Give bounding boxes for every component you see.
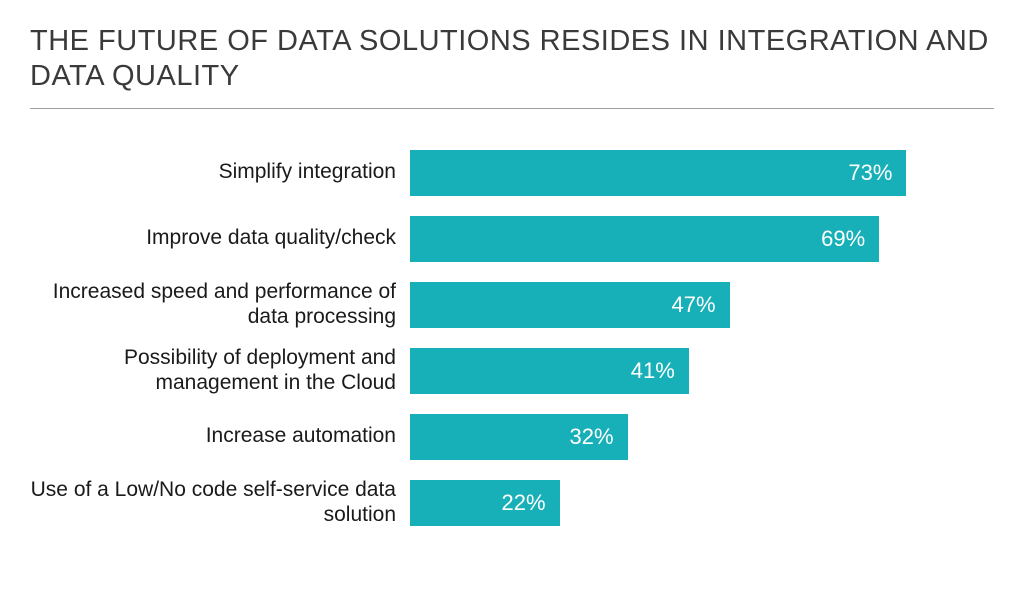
bar: 22% <box>410 480 560 526</box>
bar-value: 41% <box>631 358 675 384</box>
bar-label: Increased speed and performance of data … <box>30 280 410 330</box>
bar-chart: Simplify integration 73% Improve data qual… <box>30 149 994 527</box>
bar-track: 32% <box>410 414 954 460</box>
bar-track: 73% <box>410 150 954 196</box>
bar-track: 41% <box>410 348 954 394</box>
bar-row: Improve data quality/check 69% <box>30 215 954 263</box>
bar: 47% <box>410 282 730 328</box>
bar-row: Increase automation 32% <box>30 413 954 461</box>
bar-value: 47% <box>672 292 716 318</box>
bar-value: 32% <box>570 424 614 450</box>
bar-label: Simplify integration <box>30 160 410 185</box>
bar-track: 47% <box>410 282 954 328</box>
bar-track: 69% <box>410 216 954 262</box>
bar-value: 22% <box>502 490 546 516</box>
bar-label: Improve data quality/check <box>30 226 410 251</box>
bar-track: 22% <box>410 480 954 526</box>
chart-page: THE FUTURE OF DATA SOLUTIONS RESIDES IN … <box>0 0 1024 527</box>
bar-row: Simplify integration 73% <box>30 149 954 197</box>
bar-label: Increase automation <box>30 424 410 449</box>
chart-title: THE FUTURE OF DATA SOLUTIONS RESIDES IN … <box>30 24 994 94</box>
bar-row: Use of a Low/No code self-service data s… <box>30 479 954 527</box>
bar-value: 69% <box>821 226 865 252</box>
bar-label: Use of a Low/No code self-service data s… <box>30 478 410 528</box>
bar-value: 73% <box>848 160 892 186</box>
bar: 32% <box>410 414 628 460</box>
bar: 73% <box>410 150 906 196</box>
bar-row: Possibility of deployment and management… <box>30 347 954 395</box>
bar: 41% <box>410 348 689 394</box>
bar: 69% <box>410 216 879 262</box>
bar-row: Increased speed and performance of data … <box>30 281 954 329</box>
bar-label: Possibility of deployment and management… <box>30 346 410 396</box>
title-rule <box>30 108 994 109</box>
